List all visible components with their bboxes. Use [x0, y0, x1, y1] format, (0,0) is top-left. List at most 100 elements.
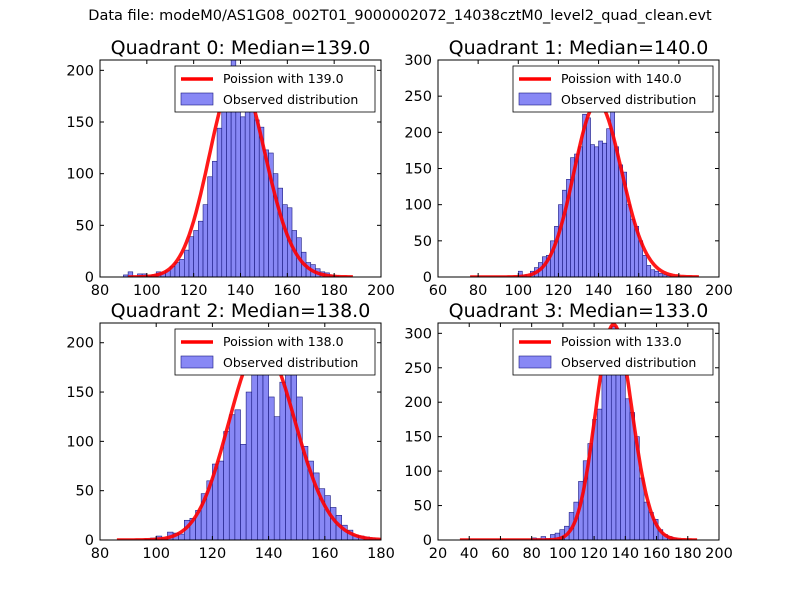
axes-frame: [437, 322, 720, 541]
x-tick-label: 160: [273, 283, 301, 299]
histogram-bar: [179, 259, 185, 277]
histogram-bar: [202, 204, 209, 277]
histogram-bar: [602, 142, 607, 277]
x-tick-label: 80: [522, 546, 540, 562]
y-tick-label: 50: [76, 218, 94, 234]
histogram-bar: [646, 265, 652, 277]
x-tick-label: 140: [585, 283, 613, 299]
x-tick-label: 180: [674, 546, 702, 562]
legend-label-observed: Observed distribution: [223, 355, 358, 370]
y-tick-label: 100: [66, 434, 94, 450]
histogram-bar: [216, 127, 223, 277]
histogram-bar: [642, 255, 648, 277]
axes-frame: [99, 322, 382, 541]
histogram-bar: [234, 409, 241, 540]
x-tick-label: 60: [429, 283, 447, 299]
histogram-bar: [240, 116, 246, 277]
histogram-bar: [262, 357, 269, 540]
y-tick-label: 150: [404, 162, 432, 178]
histogram-bar: [578, 146, 583, 277]
histogram-bar: [198, 220, 204, 277]
y-tick-label: 200: [66, 63, 94, 79]
y-tick-label: 0: [423, 270, 432, 286]
histogram-bar: [601, 374, 607, 540]
histogram-bars: [144, 332, 381, 540]
histogram-bar: [594, 146, 599, 277]
y-tick-label: 100: [66, 167, 94, 183]
histogram-bar: [658, 273, 664, 277]
histogram-bar: [654, 270, 660, 277]
histogram-bar: [223, 431, 230, 540]
chart-panel-3: 20 40 60 80 100 120 140 160 180 20005010015020025…: [404, 300, 733, 562]
x-tick-label: 20: [429, 546, 447, 562]
y-tick-label: 150: [66, 385, 94, 401]
x-tick-label: 160: [643, 546, 671, 562]
histogram-bar: [212, 160, 218, 277]
histogram-bar: [273, 416, 281, 540]
x-tick-label: 120: [199, 546, 227, 562]
histogram-bar: [606, 128, 611, 277]
x-tick-label: 40: [460, 546, 478, 562]
x-tick-label: 160: [625, 283, 653, 299]
x-tick-label: 100: [504, 283, 532, 299]
histogram-bar: [257, 362, 264, 540]
legend-label-poisson: Poission with 138.0: [223, 334, 344, 349]
histogram-bar: [184, 249, 190, 277]
y-tick-label: 50: [414, 499, 432, 515]
legend: Poission with 140.0 Observed distribution: [512, 65, 714, 113]
x-tick-label: 180: [665, 283, 693, 299]
chart-title: Quadrant 2: Median=138.0: [111, 300, 371, 322]
histogram-bar: [596, 408, 603, 540]
legend: Poission with 139.0 Observed distribution: [174, 65, 376, 113]
histogram-bar: [244, 85, 251, 277]
x-tick-label: 200: [705, 546, 733, 562]
legend-label-observed: Observed distribution: [561, 355, 696, 370]
histogram-bar: [615, 361, 621, 540]
histogram-bar: [598, 140, 603, 277]
figure-title: Data file: modeM0/AS1G08_002T01_90000020…: [88, 8, 712, 24]
x-tick-label: 120: [545, 283, 573, 299]
histogram-bar: [254, 119, 260, 277]
legend-label-poisson: Poission with 133.0: [561, 334, 682, 349]
legend: Poission with 133.0 Observed distribution: [512, 328, 714, 376]
histogram-bar: [217, 460, 224, 540]
chart-title: Quadrant 1: Median=140.0: [449, 37, 709, 59]
y-tick-label: 150: [66, 115, 94, 131]
x-tick-label: 80: [469, 283, 487, 299]
histogram-bar: [586, 117, 591, 277]
histogram-bar: [188, 236, 194, 277]
y-tick-label: 200: [66, 336, 94, 352]
histogram-bar: [296, 396, 303, 540]
x-tick-label: 100: [133, 283, 161, 299]
legend-label-observed: Observed distribution: [223, 92, 358, 107]
histogram-bar: [245, 391, 253, 540]
y-tick-label: 200: [404, 125, 432, 141]
y-tick-label: 200: [404, 395, 432, 411]
histogram-bar: [290, 372, 297, 540]
chart-panel-2: 80 100 120 140 160 180 0 50 100 150 200 Quadrant 2:…: [66, 300, 395, 562]
x-tick-label: 80: [91, 283, 109, 299]
y-tick-label: 250: [404, 89, 432, 105]
histogram-bar: [235, 92, 241, 277]
y-tick-label: 100: [404, 464, 432, 480]
histogram-bar: [618, 164, 623, 277]
legend-patch-swatch: [180, 92, 214, 106]
legend-patch-swatch: [518, 92, 552, 106]
poisson-curve: [459, 323, 698, 540]
y-tick-label: 0: [85, 270, 94, 286]
histogram-bar: [606, 350, 612, 540]
legend-patch-swatch: [180, 355, 214, 369]
histogram-bar: [590, 144, 595, 277]
chart-panel-0: 80 100 120 140 160 180 200 0 50 100 150 200 Quadrant…: [66, 37, 395, 299]
histogram-bar: [207, 176, 213, 277]
y-tick-label: 150: [404, 430, 432, 446]
legend-label-poisson: Poission with 139.0: [223, 71, 344, 86]
legend-label-poisson: Poission with 140.0: [561, 71, 682, 86]
histogram-bar: [558, 204, 563, 277]
y-tick-label: 300: [404, 53, 432, 69]
x-tick-label: 140: [611, 546, 639, 562]
chart-title: Quadrant 3: Median=133.0: [449, 300, 709, 322]
x-tick-label: 80: [91, 546, 109, 562]
x-tick-label: 140: [227, 283, 255, 299]
histogram-bar: [650, 269, 656, 277]
